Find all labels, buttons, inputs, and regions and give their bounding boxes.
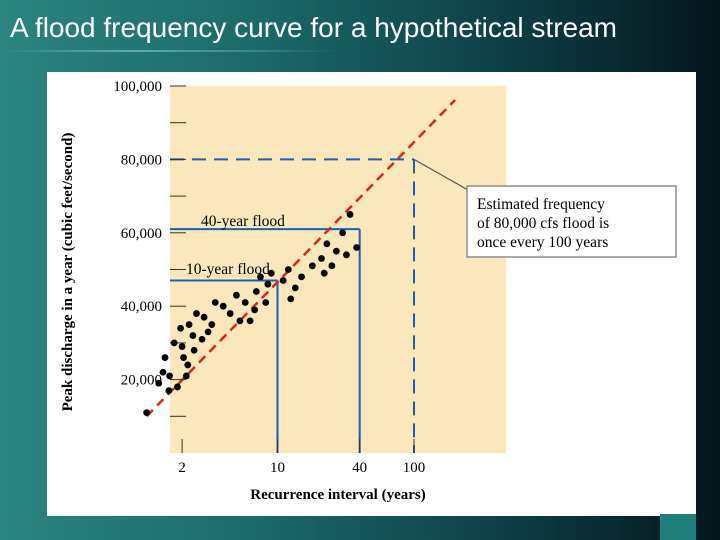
data-point <box>353 244 361 251</box>
callout-line-3: once every 100 years <box>477 234 608 251</box>
x-tick-labels: 2 10 40 100 <box>178 439 425 476</box>
data-point <box>328 262 336 270</box>
data-point <box>204 328 212 336</box>
y-tick-label: 60,000 <box>121 226 162 242</box>
x-tick-label: 40 <box>352 460 367 476</box>
data-point <box>174 383 181 391</box>
ten-year-flood-label: 10-year flood <box>186 261 270 278</box>
data-point <box>143 409 151 417</box>
callout-pointer <box>413 158 469 191</box>
data-point <box>200 313 208 321</box>
y-tick-label: 20,000 <box>121 373 162 389</box>
slide-title: A flood frequency curve for a hypothetic… <box>10 12 617 43</box>
x-tick-label: 100 <box>403 460 426 476</box>
data-point <box>251 306 259 314</box>
data-point <box>298 273 305 281</box>
data-point <box>208 321 216 328</box>
data-point <box>166 372 173 380</box>
data-point <box>184 361 192 369</box>
data-point <box>180 354 187 361</box>
data-point <box>323 240 331 248</box>
data-point <box>308 262 316 270</box>
data-point <box>346 211 354 218</box>
x-tick-label: 10 <box>270 460 285 476</box>
data-point <box>332 247 340 255</box>
data-point <box>155 379 163 387</box>
data-point <box>246 317 254 325</box>
y-tick-label: 100,000 <box>113 79 162 95</box>
data-point <box>178 343 186 350</box>
data-point <box>189 332 197 339</box>
data-point <box>264 280 272 288</box>
data-point <box>159 368 167 376</box>
data-point <box>318 255 325 262</box>
data-point <box>185 321 193 328</box>
callout-box <box>466 185 677 258</box>
callout-line-2: of 80,000 cfs flood is <box>477 215 609 232</box>
y-tick-label: 80,000 <box>121 152 162 168</box>
data-point <box>287 295 295 303</box>
data-point <box>161 354 169 361</box>
data-point <box>198 335 206 343</box>
data-point <box>339 229 347 237</box>
data-point <box>241 299 249 306</box>
data-point <box>284 266 292 273</box>
data-point <box>279 277 287 284</box>
data-point <box>170 339 178 347</box>
y-axis-label: Peak discharge in a year (cubic feet/sec… <box>60 133 76 412</box>
data-point <box>182 372 190 380</box>
frequency-curve-layer <box>145 99 456 418</box>
data-point <box>343 251 350 259</box>
data-point <box>233 291 240 299</box>
data-point <box>291 284 299 292</box>
data-point <box>257 273 264 281</box>
data-point <box>211 299 219 306</box>
data-point <box>267 269 275 277</box>
data-point <box>252 288 260 295</box>
x-axis-label: Recurrence interval (years) <box>250 487 425 503</box>
data-point <box>262 299 270 306</box>
frequency-curve <box>145 99 456 418</box>
title-underline <box>0 50 340 52</box>
x-tick-label: 2 <box>178 460 186 476</box>
data-point <box>226 310 234 317</box>
data-point <box>219 302 227 310</box>
data-point <box>320 269 328 277</box>
data-point <box>177 324 184 332</box>
forty-year-flood-label: 40-year flood <box>201 213 285 230</box>
corner-decoration <box>660 514 696 540</box>
data-points <box>143 211 361 417</box>
data-point <box>236 317 244 325</box>
y-tick-labels: 20,000 40,000 60,000 80,000 100,000 <box>113 79 186 389</box>
data-point <box>193 310 200 317</box>
data-point <box>190 346 198 354</box>
y-tick-label: 40,000 <box>121 299 162 315</box>
plot-area <box>170 86 506 453</box>
data-point <box>165 387 173 395</box>
callout-line-1: Estimated frequency <box>477 196 605 213</box>
